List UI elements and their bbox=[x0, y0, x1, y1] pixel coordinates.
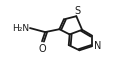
Text: O: O bbox=[38, 44, 45, 54]
Text: N: N bbox=[93, 41, 101, 51]
Text: H₂N: H₂N bbox=[12, 24, 29, 33]
Text: S: S bbox=[74, 6, 80, 16]
